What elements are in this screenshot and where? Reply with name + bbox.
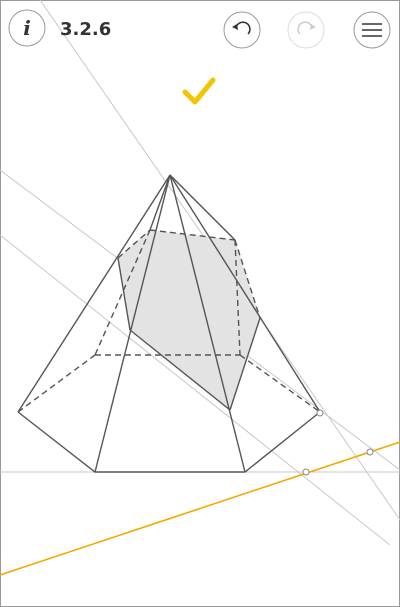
hidden-edge: [234, 239, 261, 319]
menu-button[interactable]: [353, 11, 391, 49]
redo-button[interactable]: [287, 11, 325, 49]
section-edge: [117, 257, 131, 331]
hidden-edge: [234, 239, 241, 356]
edge: [149, 174, 171, 231]
section: [118, 230, 260, 410]
redo-arrow: [310, 24, 316, 30]
edge: [169, 174, 321, 413]
menu-icon: [362, 23, 382, 37]
point: [316, 409, 324, 417]
hidden-edge: [149, 229, 236, 241]
hidden-edge: [117, 229, 151, 259]
hidden-edge: [239, 354, 321, 413]
section-edge: [229, 317, 261, 411]
undo-arrow: [232, 24, 238, 30]
button-circle: [8, 9, 46, 47]
edge: [17, 174, 171, 413]
point: [302, 468, 310, 476]
button-circle: [287, 11, 325, 49]
success-check: [182, 77, 216, 105]
hidden-edge: [17, 354, 96, 413]
button-circle: [223, 11, 261, 49]
info-icon: i: [23, 16, 31, 40]
construction-line: [0, 234, 391, 546]
edge: [169, 174, 236, 241]
edge: [94, 174, 171, 473]
level-label: 3.2.6: [60, 19, 111, 40]
hidden-edge: [94, 229, 151, 356]
solution-line: [0, 441, 400, 576]
edge: [169, 174, 246, 473]
base-edge: [17, 411, 321, 473]
info-button[interactable]: i: [8, 9, 46, 47]
point: [366, 448, 374, 456]
undo-button[interactable]: [223, 11, 261, 49]
section-edge: [129, 329, 231, 411]
